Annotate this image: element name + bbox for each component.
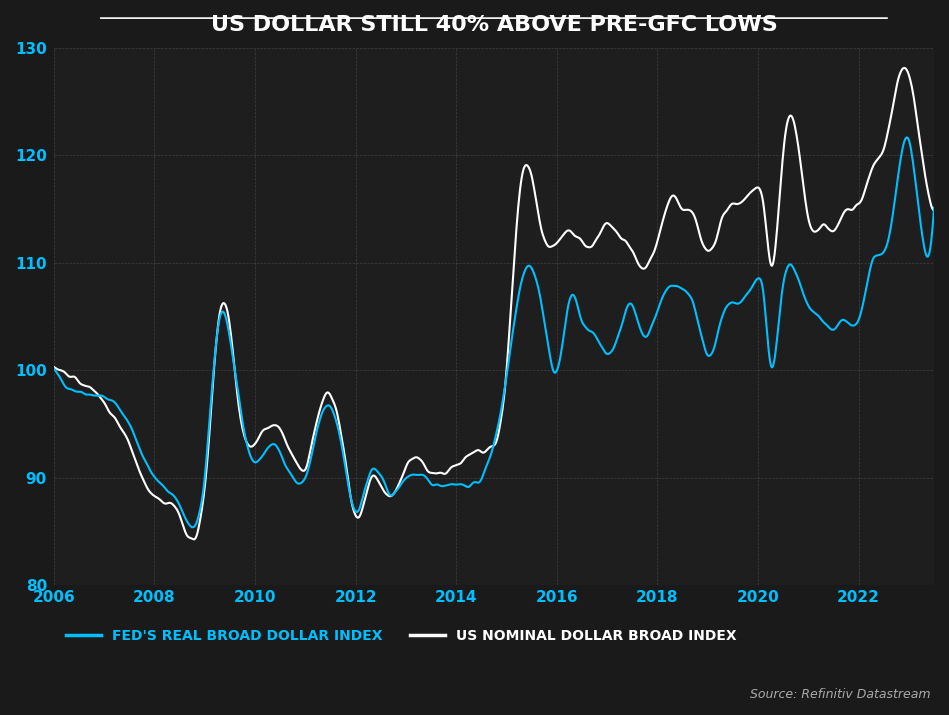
Title: US DOLLAR STILL 40% ABOVE PRE-GFC LOWS: US DOLLAR STILL 40% ABOVE PRE-GFC LOWS xyxy=(211,15,777,35)
Text: Source: Refinitiv Datastream: Source: Refinitiv Datastream xyxy=(750,688,930,701)
Legend: FED'S REAL BROAD DOLLAR INDEX, US NOMINAL DOLLAR BROAD INDEX: FED'S REAL BROAD DOLLAR INDEX, US NOMINA… xyxy=(61,623,742,649)
